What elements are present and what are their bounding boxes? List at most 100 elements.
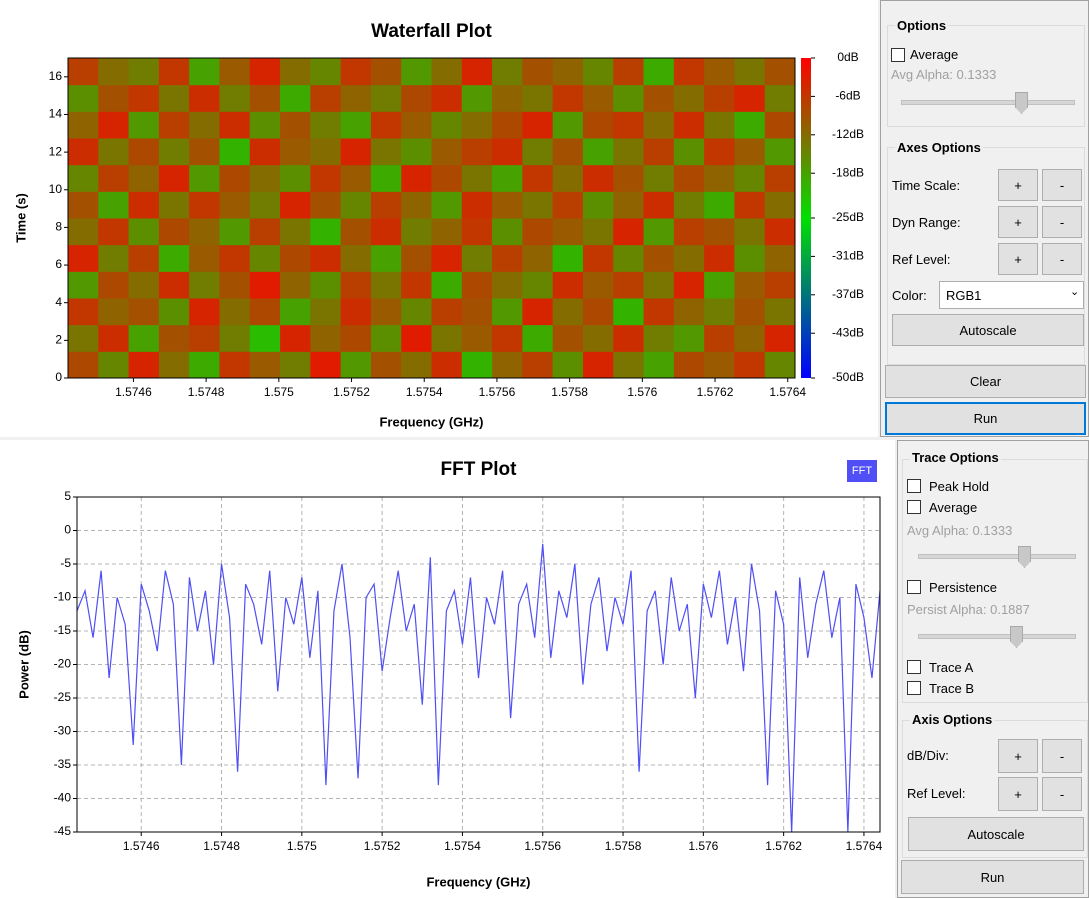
y-tick-label: 10: [49, 182, 63, 196]
heatmap-cell: [189, 165, 220, 192]
slider[interactable]: [918, 634, 1076, 639]
heatmap-cell: [492, 165, 523, 192]
heatmap-cell: [553, 298, 584, 325]
slider[interactable]: [918, 554, 1076, 559]
heatmap-cell: [462, 271, 493, 298]
y-tick-label: 6: [55, 257, 62, 271]
x-tick-label: 1.5748: [188, 385, 225, 399]
heatmap-cell: [219, 191, 250, 218]
minus-button[interactable]: -: [1042, 739, 1082, 773]
heatmap-cell: [522, 298, 553, 325]
heatmap-cell: [462, 218, 493, 245]
checkbox[interactable]: [907, 681, 921, 695]
autoscale-button[interactable]: Autoscale: [892, 314, 1084, 346]
heatmap-cell: [219, 138, 250, 165]
checkbox-label[interactable]: Average: [910, 47, 958, 62]
checkbox[interactable]: [907, 500, 921, 514]
colorbar-label: 0dB: [837, 50, 858, 64]
checkbox-label[interactable]: Persistence: [929, 580, 997, 595]
heatmap-cell: [98, 111, 129, 138]
fft-line: [77, 544, 880, 832]
y-tick-label: -20: [54, 657, 72, 671]
y-tick-label: -15: [54, 623, 72, 637]
heatmap-cell: [159, 165, 190, 192]
heatmap-cell: [674, 85, 705, 112]
minus-button[interactable]: -: [1042, 777, 1082, 811]
heatmap-cell: [492, 351, 523, 378]
checkbox[interactable]: [891, 48, 905, 62]
heatmap-cell: [704, 218, 735, 245]
heatmap-cell: [68, 165, 99, 192]
heatmap-cell: [159, 58, 190, 85]
autoscale-button[interactable]: Autoscale: [908, 817, 1084, 851]
clear-button[interactable]: Clear: [885, 365, 1086, 398]
x-tick-label: 1.575: [287, 839, 317, 853]
plus-button[interactable]: +: [998, 739, 1038, 773]
checkbox-label[interactable]: Average: [929, 500, 977, 515]
heatmap-cell: [189, 191, 220, 218]
colorbar: [801, 58, 811, 378]
heatmap-cell: [644, 58, 675, 85]
heatmap-cell: [522, 111, 553, 138]
plus-button[interactable]: +: [998, 169, 1038, 201]
minus-button[interactable]: -: [1042, 243, 1082, 275]
heatmap-cell: [462, 111, 493, 138]
heatmap-cell: [492, 111, 523, 138]
heatmap-cell: [129, 165, 160, 192]
heatmap-cell: [68, 271, 99, 298]
heatmap-cell: [159, 138, 190, 165]
heatmap-cell: [704, 245, 735, 272]
heatmap-cell: [68, 85, 99, 112]
heatmap-cell: [341, 165, 372, 192]
x-tick-label: 1.5758: [605, 839, 642, 853]
heatmap-cell: [98, 85, 129, 112]
plus-button[interactable]: +: [998, 777, 1038, 811]
heatmap-cell: [250, 191, 281, 218]
checkbox-label[interactable]: Trace A: [929, 660, 973, 675]
heatmap-cell: [371, 271, 402, 298]
heatmap-cell: [765, 111, 796, 138]
checkbox[interactable]: [907, 580, 921, 594]
heatmap-cell: [159, 85, 190, 112]
checkbox-label[interactable]: Peak Hold: [929, 479, 989, 494]
row-label: Ref Level:: [907, 786, 966, 801]
heatmap-cell: [704, 325, 735, 352]
heatmap-cell: [98, 165, 129, 192]
heatmap-cell: [553, 85, 584, 112]
group-title: Axis Options: [910, 712, 994, 727]
heatmap-cell: [674, 165, 705, 192]
heatmap-cell: [704, 138, 735, 165]
heatmap-cell: [765, 351, 796, 378]
minus-button[interactable]: -: [1042, 169, 1082, 201]
group-title: Axes Options: [895, 140, 983, 155]
heatmap-cell: [734, 245, 765, 272]
heatmap-cell: [401, 58, 432, 85]
heatmap-cell: [674, 325, 705, 352]
color-combo[interactable]: RGB1: [939, 281, 1084, 309]
row-label: Color:: [892, 288, 927, 303]
slider[interactable]: [901, 100, 1075, 105]
checkbox[interactable]: [907, 660, 921, 674]
heatmap-cell: [734, 165, 765, 192]
plus-button[interactable]: +: [998, 206, 1038, 238]
heatmap-cell: [432, 58, 463, 85]
minus-button[interactable]: -: [1042, 206, 1082, 238]
heatmap-cell: [280, 245, 311, 272]
colorbar-label: -6dB: [835, 89, 860, 103]
heatmap-cell: [280, 58, 311, 85]
heatmap-cell: [613, 85, 644, 112]
row-label: Dyn Range:: [892, 215, 961, 230]
plus-button[interactable]: +: [998, 243, 1038, 275]
run-button[interactable]: Run: [885, 402, 1086, 435]
heatmap-cell: [310, 351, 341, 378]
heatmap-cell: [341, 298, 372, 325]
heatmap-cell: [765, 298, 796, 325]
heatmap-cell: [522, 271, 553, 298]
checkbox-label[interactable]: Trace B: [929, 681, 974, 696]
heatmap-cell: [68, 218, 99, 245]
heatmap-cell: [613, 271, 644, 298]
checkbox[interactable]: [907, 479, 921, 493]
heatmap-cell: [129, 245, 160, 272]
run-button[interactable]: Run: [901, 860, 1084, 894]
chart-title: FFT Plot: [441, 459, 518, 480]
